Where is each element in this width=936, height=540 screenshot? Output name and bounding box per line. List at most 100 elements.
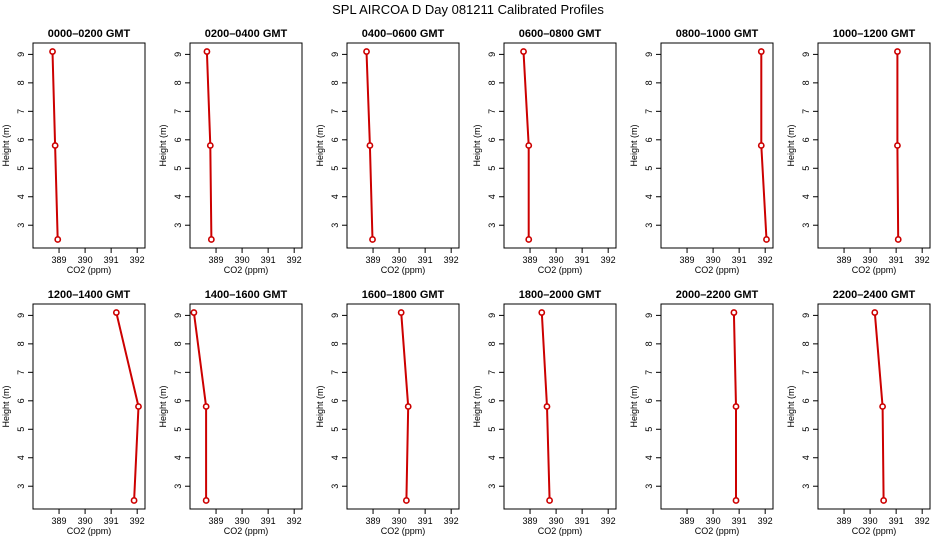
y-tick-label: 4 [487,455,497,460]
y-tick-label: 3 [644,223,654,228]
data-point [525,142,533,149]
y-tick-label: 8 [16,80,26,85]
x-axis-label: CO2 (ppm) [381,265,426,275]
x-tick-label: 389 [366,516,381,526]
y-tick-label: 6 [16,137,26,142]
plot-frame [32,303,146,510]
y-tick-label: 4 [487,194,497,199]
y-tick-label: 7 [16,109,26,114]
data-point [206,142,214,149]
y-tick-label: 8 [330,341,340,346]
x-tick-label: 389 [680,255,695,265]
panel-title: 0400–0600 GMT [362,28,445,40]
x-axis-label: CO2 (ppm) [67,526,112,536]
y-tick-label: 6 [801,137,811,142]
y-tick-label: 6 [801,398,811,403]
x-axis-label: CO2 (ppm) [381,526,426,536]
x-tick-label: 392 [130,255,145,265]
panel-title: 0200–0400 GMT [205,28,288,40]
y-tick-label: 5 [487,166,497,171]
y-tick-label: 8 [487,80,497,85]
y-tick-label: 7 [801,109,811,114]
y-tick-label: 5 [173,166,183,171]
x-tick-label: 391 [261,516,276,526]
panel-6: 1000–1200 GMT 389 390 391 392 3 4 5 6 7 8 9 CO2 (ppm… [786,28,931,275]
y-axis-label: Height (m) [786,385,796,427]
x-axis-label: CO2 (ppm) [224,526,269,536]
plot-frame [660,303,774,510]
x-tick-label: 391 [418,255,433,265]
plot-frame [346,303,460,510]
x-tick-label: 390 [863,255,878,265]
data-point [880,497,888,504]
y-axis-label: Height (m) [786,124,796,166]
y-tick-label: 9 [644,52,654,57]
y-tick-label: 7 [487,109,497,114]
x-tick-label: 390 [235,255,250,265]
y-tick-label: 4 [644,455,654,460]
y-tick-label: 8 [801,341,811,346]
x-tick-label: 392 [758,255,773,265]
data-point [402,497,410,504]
x-tick-label: 389 [52,255,67,265]
x-tick-label: 389 [366,255,381,265]
panel-9: 1600–1800 GMT 389 390 391 392 3 4 5 6 7 8 9 CO2 (ppm… [315,289,460,536]
y-tick-label: 7 [330,370,340,375]
y-tick-label: 3 [330,223,340,228]
x-tick-label: 390 [235,516,250,526]
y-tick-label: 3 [487,223,497,228]
y-tick-label: 9 [801,52,811,57]
x-axis-label: CO2 (ppm) [538,526,583,536]
x-tick-label: 392 [915,255,930,265]
y-tick-label: 3 [801,223,811,228]
data-point [369,236,376,243]
x-tick-label: 389 [52,516,67,526]
x-tick-label: 392 [915,516,930,526]
data-point [730,309,738,316]
y-tick-label: 7 [173,370,183,375]
x-tick-label: 390 [392,516,407,526]
x-tick-label: 390 [392,255,407,265]
x-tick-label: 389 [837,516,852,526]
y-tick-label: 5 [644,166,654,171]
data-point [538,309,546,316]
panel-1: 0000–0200 GMT 389 390 391 392 3 4 5 6 7 8 9 CO2 (ppm… [1,28,146,275]
y-tick-label: 4 [801,455,811,460]
plot-frame [660,42,774,249]
x-tick-label: 392 [444,255,459,265]
data-point [732,403,740,410]
y-tick-label: 5 [801,166,811,171]
x-axis-label: CO2 (ppm) [67,265,112,275]
x-tick-label: 389 [209,255,224,265]
x-tick-label: 389 [680,516,695,526]
data-point [203,48,211,55]
y-tick-label: 3 [487,484,497,489]
data-point [135,403,142,410]
y-tick-label: 7 [644,109,654,114]
y-tick-label: 8 [173,80,183,85]
plot-frame [346,42,460,249]
x-tick-label: 391 [575,255,590,265]
panel-3: 0400–0600 GMT 389 390 391 392 3 4 5 6 7 8 9 CO2 (ppm… [315,28,460,275]
x-tick-label: 391 [889,255,904,265]
plot-frame [189,303,303,510]
y-tick-label: 4 [173,455,183,460]
x-tick-label: 392 [130,516,145,526]
y-tick-label: 6 [644,137,654,142]
data-point [190,309,198,316]
plot-frame [503,303,617,510]
x-axis-label: CO2 (ppm) [852,265,897,275]
data-point [525,236,533,243]
y-tick-label: 3 [16,484,26,489]
x-tick-label: 391 [732,255,747,265]
data-point [54,236,62,243]
y-tick-label: 6 [173,398,183,403]
x-tick-label: 391 [104,255,119,265]
data-point [366,142,374,149]
y-tick-label: 5 [16,166,26,171]
x-tick-label: 390 [863,516,878,526]
y-tick-label: 9 [173,313,183,318]
panel-title: 0800–1000 GMT [676,28,759,40]
y-tick-label: 7 [330,109,340,114]
x-tick-label: 390 [706,516,721,526]
